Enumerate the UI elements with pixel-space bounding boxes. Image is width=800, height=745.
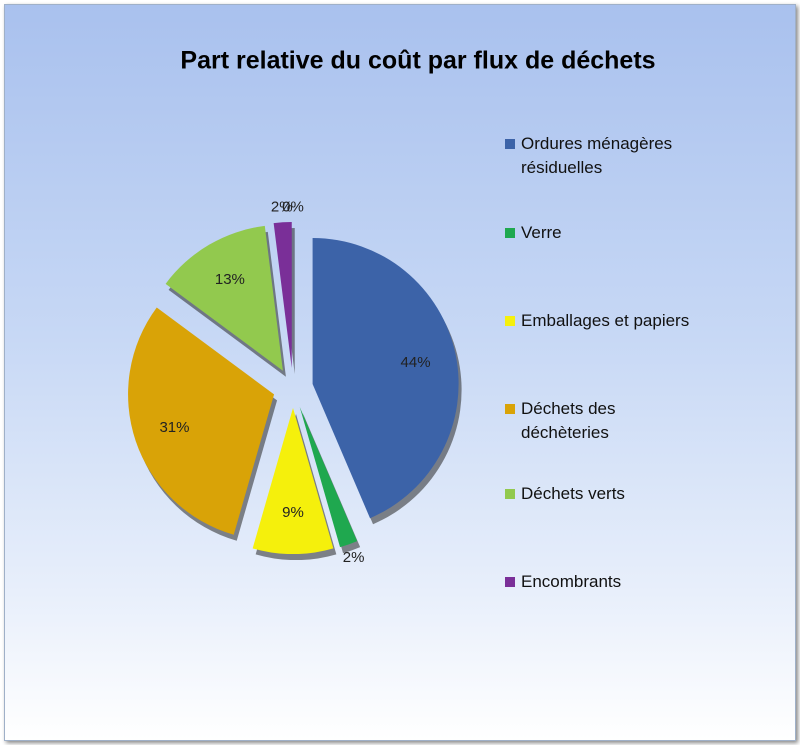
pie-slice (128, 307, 275, 535)
legend-label: Déchets des déchèteries (521, 399, 616, 442)
data-label: 2% (271, 199, 293, 216)
legend-item: Déchets des déchèteries (505, 397, 701, 445)
legend-item: Déchets verts (505, 482, 701, 506)
legend-swatch (505, 489, 515, 499)
pie-slice (299, 406, 358, 548)
legend-label: Déchets verts (521, 484, 625, 503)
legend-swatch (505, 139, 515, 149)
pie-slice (273, 222, 292, 369)
legend-swatch (505, 316, 515, 326)
chart-title: Part relative du coût par flux de déchet… (180, 47, 655, 75)
legend-swatch (505, 577, 515, 587)
legend-item: Encombrants (505, 570, 701, 594)
legend-item: Emballages et papiers (505, 309, 701, 333)
pie-slice (165, 225, 283, 371)
legend-item: Verre (505, 221, 701, 245)
legend-label: Emballages et papiers (521, 311, 690, 330)
legend-label: Encombrants (521, 572, 622, 591)
data-label: 0% (282, 198, 304, 215)
legend-swatch (505, 404, 515, 414)
data-label: 9% (282, 504, 304, 521)
data-label: 44% (401, 354, 431, 371)
data-label: 13% (215, 271, 245, 288)
legend-label: Verre (521, 223, 562, 242)
legend-item: Ordures ménagères résiduelles (505, 132, 701, 180)
data-label: 31% (159, 419, 189, 436)
data-label: 2% (343, 549, 365, 566)
legend-label: Ordures ménagères résiduelles (521, 134, 673, 177)
legend-swatch (505, 228, 515, 238)
pie-slice (252, 408, 334, 554)
pie-slice (312, 237, 459, 519)
